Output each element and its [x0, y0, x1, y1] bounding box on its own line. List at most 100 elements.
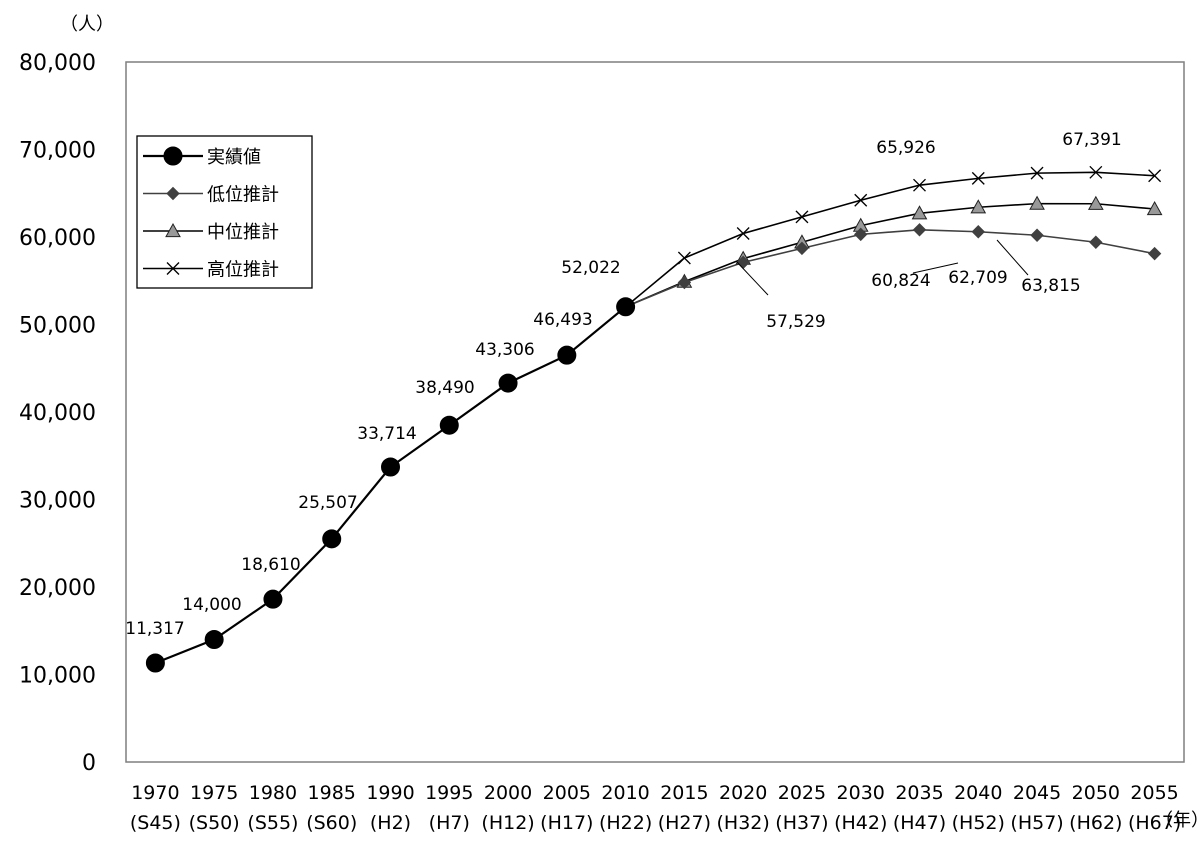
x-tick-year: 1985 [308, 782, 356, 804]
legend-label: 実績値 [207, 147, 261, 168]
data-point-triangle [1146, 200, 1163, 216]
x-tick-era: (S45) [130, 812, 181, 834]
data-point-x-stroke [971, 171, 985, 185]
data-point-x-stroke [1030, 166, 1044, 180]
data-point-circle [163, 146, 183, 166]
data-label: 65,926 [876, 138, 935, 158]
annotation-leader-lines [736, 239, 1029, 296]
x-tick-era: (H52) [952, 812, 1005, 834]
data-point-circle [322, 529, 342, 549]
data-point-triangle [970, 199, 987, 214]
y-tick-label: 30,000 [19, 489, 96, 514]
data-point-x [736, 227, 750, 240]
y-tick-label: 0 [82, 751, 96, 776]
data-point-x [795, 210, 809, 224]
data-label: 52,022 [561, 258, 620, 278]
data-point-circle [616, 297, 636, 317]
x-tick-era: (H22) [599, 812, 652, 834]
series-line-4 [625, 171, 1155, 308]
x-tick-era: (H2) [370, 812, 411, 834]
x-tick-year: 2025 [778, 782, 826, 804]
x-tick-year: 2005 [543, 782, 591, 804]
x-tick-era: (H37) [775, 812, 828, 834]
x-tick-era: (H57) [1010, 812, 1063, 834]
data-point-x-stroke [736, 227, 750, 240]
data-point-circle [381, 457, 400, 477]
legend-label: 中位推計 [207, 222, 279, 243]
x-tick-year: 2045 [1013, 782, 1061, 804]
y-tick-label: 60,000 [19, 226, 96, 251]
x-tick-era: (H27) [658, 812, 711, 834]
x-tick-year: 2040 [954, 782, 1002, 804]
data-point-diamond [166, 186, 180, 201]
axes [125, 61, 1185, 763]
data-point-x [1030, 166, 1044, 180]
x-tick-era: (S60) [306, 812, 357, 834]
data-point-x [1148, 169, 1162, 183]
data-point-diamond [971, 225, 985, 239]
y-tick-label: 40,000 [19, 401, 96, 426]
data-point-x-stroke [166, 262, 180, 275]
data-label: 67,391 [1062, 130, 1121, 150]
x-tick-labels: 1970 (S45) 1975 (S50) 1980 (S55) 1985 (S60) 1990… [130, 782, 1181, 834]
x-tick-era: (H62) [1069, 812, 1122, 834]
data-label: 38,490 [415, 378, 474, 398]
data-point-x-stroke [913, 178, 926, 192]
x-tick-year: 2035 [895, 782, 943, 804]
legend-label: 低位推計 [207, 185, 279, 206]
x-tick-era: (H7) [429, 812, 470, 834]
data-label: 11,317 [125, 619, 184, 639]
x-tick-year: 2030 [837, 782, 885, 804]
y-tick-label: 10,000 [19, 664, 96, 689]
y-tick-labels: 0 10,000 20,000 30,000 40,000 50,000 60,000 70,… [19, 51, 96, 776]
x-axis-unit: （年） [1155, 810, 1204, 831]
data-label: 43,306 [475, 340, 534, 360]
data-point-x [913, 178, 926, 192]
data-point-x-stroke [854, 193, 868, 207]
data-point-diamond [854, 227, 868, 242]
data-point-diamond [677, 275, 692, 290]
data-point-x-stroke [677, 251, 691, 265]
data-point-diamond [1147, 246, 1162, 261]
x-tick-year: 1975 [190, 782, 238, 804]
plot-frame [125, 61, 1185, 763]
x-tick-year: 2050 [1072, 782, 1120, 804]
y-tick-label: 80,000 [19, 51, 96, 76]
data-point-diamond [795, 241, 809, 256]
data-point-circle [145, 653, 165, 673]
x-tick-year: 2010 [601, 782, 649, 804]
data-label: 57,529 [766, 312, 825, 332]
data-label: 14,000 [182, 595, 241, 615]
data-label: 25,507 [298, 493, 357, 513]
legend-label: 高位推計 [207, 260, 279, 281]
data-point-circle [263, 589, 283, 609]
data-label: 18,610 [241, 555, 300, 575]
data-point-x-stroke [1089, 165, 1103, 179]
data-label: 60,824 [871, 271, 930, 291]
x-tick-era: (H42) [834, 812, 887, 834]
x-tick-year: 2055 [1130, 782, 1178, 804]
data-point-triangle [165, 222, 181, 238]
data-point-diamond [1089, 235, 1103, 249]
data-point-diamond [1030, 228, 1044, 242]
y-axis-unit: （人） [60, 14, 114, 35]
x-tick-era: (H47) [893, 812, 946, 834]
data-label: 33,714 [357, 424, 416, 444]
data-point-x [1089, 165, 1103, 179]
leader-line [736, 261, 769, 296]
x-tick-year: 1990 [366, 782, 414, 804]
x-tick-era: (H32) [717, 812, 770, 834]
y-tick-label: 20,000 [19, 576, 96, 601]
x-tick-year: 2015 [660, 782, 708, 804]
x-tick-era: (H17) [540, 812, 593, 834]
data-label: 63,815 [1021, 276, 1080, 296]
data-point-x [854, 193, 868, 207]
x-tick-era: (S55) [247, 812, 298, 834]
y-tick-label: 50,000 [19, 314, 96, 339]
data-point-triangle [1029, 195, 1045, 210]
data-point-circle [557, 345, 577, 365]
y-tick-label: 70,000 [19, 139, 96, 164]
